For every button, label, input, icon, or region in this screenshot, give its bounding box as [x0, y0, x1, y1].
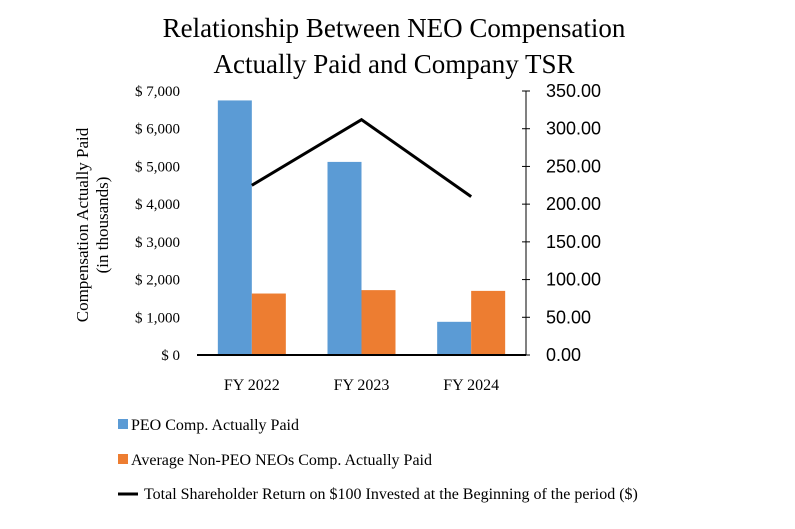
chart-title-line: Actually Paid and Company TSR: [214, 49, 575, 79]
bars: [217, 100, 506, 355]
bar-non-peo: [251, 293, 286, 355]
right-tick-label: 50.00: [546, 307, 591, 327]
bar-non-peo: [471, 290, 506, 355]
x-category-label: FY 2022: [224, 377, 280, 394]
legend-label: PEO Comp. Actually Paid: [131, 417, 299, 434]
left-tick-label: $ 0: [161, 348, 180, 364]
legend-label: Total Shareholder Return on $100 Investe…: [144, 486, 638, 503]
left-tick-label: $ 3,000: [135, 235, 180, 251]
left-tick-label: $ 5,000: [135, 159, 180, 175]
y-axis-label-line: Compensation Actually Paid: [73, 127, 92, 322]
legend-swatch: [118, 419, 128, 429]
left-tick-label: $ 6,000: [135, 122, 180, 138]
y-axis-label: Compensation Actually Paid (in thousands): [73, 127, 112, 322]
bar-non-peo: [361, 290, 396, 355]
left-axis-ticks: $ 0 $ 1,000 $ 2,000 $ 3,000 $ 4,000 $ 5,000 $ …: [135, 84, 180, 364]
x-category-label: FY 2024: [443, 377, 499, 394]
y-axis-label-line: (in thousands): [93, 177, 112, 274]
right-tick-label: 0.00: [546, 345, 581, 365]
legend-swatch: [118, 454, 128, 464]
x-category-label: FY 2023: [334, 377, 390, 394]
left-tick-label: $ 7,000: [135, 84, 180, 100]
right-tick-label: 100.00: [546, 270, 601, 290]
right-tick-label: 150.00: [546, 232, 601, 252]
legend-label: Average Non-PEO NEOs Comp. Actually Paid: [131, 452, 432, 469]
right-tick-label: 350.00: [546, 81, 601, 101]
right-tick-label: 250.00: [546, 156, 601, 176]
right-tick-label: 300.00: [546, 119, 601, 139]
left-tick-label: $ 1,000: [135, 310, 180, 326]
left-tick-label: $ 4,000: [135, 197, 180, 213]
chart-title-line: Relationship Between NEO Compensation: [163, 13, 626, 43]
chart-title: Relationship Between NEO Compensation Act…: [163, 13, 626, 79]
tsr-line: [251, 117, 473, 198]
left-tick-label: $ 2,000: [135, 273, 180, 289]
legend: PEO Comp. Actually Paid Average Non-PEO N…: [118, 417, 638, 503]
bar-peo: [217, 100, 252, 355]
axes: [197, 91, 527, 356]
bar-peo: [327, 161, 362, 355]
right-tick-label: 200.00: [546, 194, 601, 214]
bar-peo: [437, 321, 472, 355]
x-axis-categories: FY 2022 FY 2023 FY 2024: [224, 377, 499, 394]
right-axis-ticks: 0.00 50.00 100.00 150.00 200.00 250.00 300.00 3…: [522, 81, 601, 365]
